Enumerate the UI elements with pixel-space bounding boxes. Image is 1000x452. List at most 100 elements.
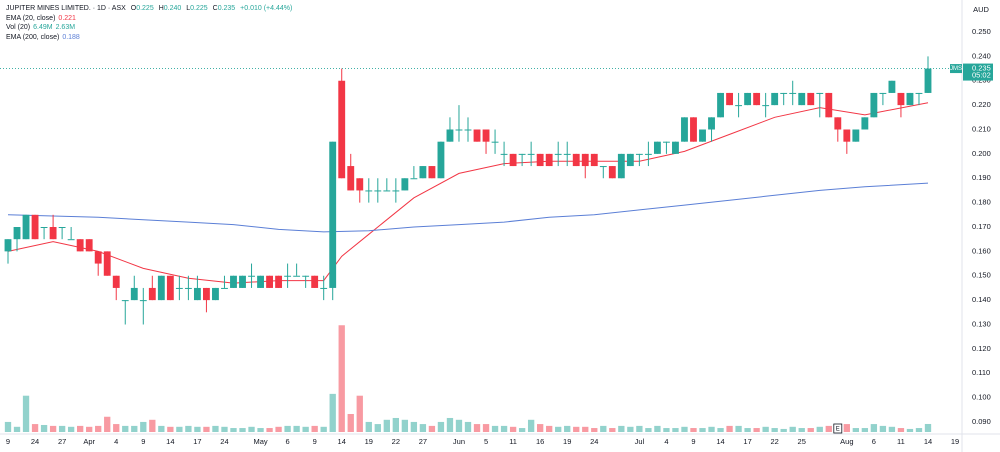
x-tick-label: 5 [484,437,488,446]
y-tick-label: 0.220 [972,100,991,109]
candle-body [22,214,30,240]
candle-body [653,141,661,154]
candle-body [672,141,679,154]
legend-name: EMA (20, close) [6,14,56,22]
x-tick-label: 17 [193,437,201,446]
price-tag-price: 0.235 [972,64,991,73]
candle-body [49,227,57,240]
volume-bar [582,426,589,432]
volume-bar [852,428,859,432]
candle-body [509,153,517,167]
volume-bar [807,428,814,432]
x-tick-label: Jul [635,437,645,446]
candle-body [762,105,770,107]
volume-bar [527,419,535,432]
candle-body [906,92,914,106]
y-tick-label: 0.180 [972,198,991,207]
candle-body [58,227,66,228]
x-tick-label: 27 [58,437,66,446]
volume-bar [356,395,363,432]
candle-body [85,239,93,252]
y-tick-label: 0.100 [972,393,991,402]
candle-body [266,275,273,288]
volume-bar [636,425,643,432]
volume-bar [311,425,318,432]
candle-body [130,287,138,301]
volume-bar [58,425,66,432]
y-tick-label: 0.240 [972,51,991,60]
candle-body [248,275,255,277]
y-tick-label: 0.210 [972,124,991,133]
x-tick-label: 9 [691,437,695,446]
volume-bar [762,426,769,432]
y-tick-label: 0.200 [972,149,991,158]
candle-body [166,275,174,301]
candle-body [744,92,752,106]
x-tick-label: 4 [114,437,118,446]
candle-body [293,275,301,277]
volume-bar [798,428,805,432]
volume-bar [230,428,237,432]
x-tick-label: 11 [897,437,905,446]
candle-body [103,251,111,276]
volume-bar [194,426,201,432]
candle-body [184,287,192,289]
candle-body [338,80,346,179]
candle-body [699,129,706,142]
candle-body [437,141,445,179]
volume-bar [419,424,427,432]
volume-bar [906,428,914,432]
candle-body [500,153,508,155]
y-tick-label: 0.090 [972,417,991,426]
y-tick-label: 0.250 [972,27,991,36]
volume-bar [212,425,219,432]
volume-bar [167,426,174,432]
candle-body [581,153,589,167]
volume-bar [86,426,93,432]
x-tick-label: 24 [31,437,39,446]
candle-body [121,300,129,302]
volume-bar [257,428,264,432]
volume-bar [77,425,84,432]
candle-body [807,92,815,106]
candle-body [870,92,878,118]
y-tick-label: 0.110 [972,368,990,377]
candle-body [527,153,535,155]
candle-body [464,129,472,131]
y-tick-label: 0.130 [972,319,991,328]
candle-body [663,141,670,143]
candle-body [275,275,283,288]
x-tick-label: 22 [392,437,400,446]
x-tick-label: Jun [453,437,465,446]
candle-body [365,190,373,192]
candle-body [915,92,923,94]
volume-bar [140,421,147,432]
x-tick-label: 22 [770,437,778,446]
x-tick-label: 14 [924,437,932,446]
candle-body [257,275,264,288]
price-tag-countdown: 05:02 [972,71,991,80]
volume-bar [4,421,12,432]
candle-body [148,287,156,301]
candle-body [13,227,21,240]
candle-body [897,92,905,106]
volume-bar [744,428,751,432]
volume-bar [203,426,210,432]
volume-bar [248,426,255,432]
volume-bar [455,419,463,432]
event-label: E [836,427,840,433]
volume-bar [392,417,399,432]
candle-body [717,92,724,118]
candle-body [230,275,237,288]
x-tick-label: 27 [419,437,427,446]
candle-body [112,275,120,288]
l-value: 0.225 [190,5,208,12]
x-tick-label: 9 [6,437,10,446]
candle-body [545,153,553,167]
candle-body [843,129,851,142]
candle-body [284,275,292,277]
volume-bar [518,428,526,432]
volume-bar [600,425,607,432]
candle-body [347,166,355,191]
c-value: 0.235 [217,5,236,12]
